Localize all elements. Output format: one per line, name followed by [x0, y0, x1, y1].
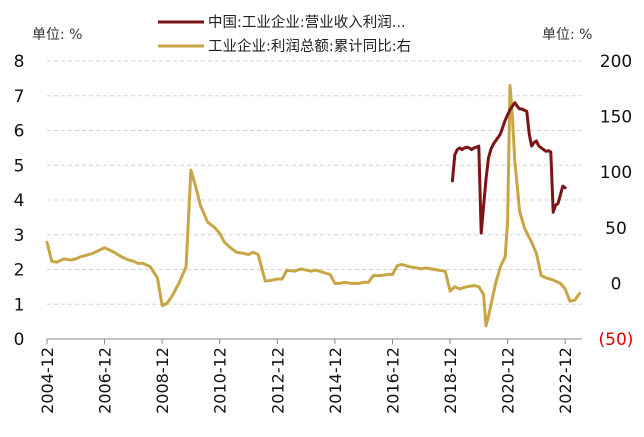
- y-right-tick-label: 0: [611, 274, 622, 294]
- y-right-tick-label: 150: [600, 108, 632, 128]
- legend-label-series-2: 工业企业:利润总额:累计同比:右: [208, 37, 411, 55]
- legend-label-series-1: 中国:工业企业:营业收入利润...: [208, 13, 406, 31]
- y-left-tick-label: 5: [14, 156, 25, 176]
- y-left-tick-label: 0: [14, 330, 25, 350]
- y-left-tick-label: 8: [14, 52, 25, 72]
- right-y-axis: (50) 0 50 100 150 200: [599, 52, 634, 350]
- series-layer: [45, 84, 582, 328]
- x-tick-label: 2018-12: [441, 347, 460, 414]
- x-tick-label: 2008-12: [153, 347, 172, 414]
- y-left-tick-label: 3: [14, 226, 25, 246]
- x-tick-label: 2022-12: [556, 347, 575, 414]
- x-tick-label: 2010-12: [211, 347, 230, 414]
- x-axis: 2004-12 2006-12 2008-12 2010-12 2012-12 2014-…: [38, 339, 575, 414]
- y-right-tick-label: (50): [599, 330, 634, 350]
- x-tick-label: 2014-12: [326, 347, 345, 414]
- x-tick-label: 2012-12: [268, 347, 287, 414]
- y-right-tick-label: 50: [605, 219, 627, 239]
- left-y-axis: 0 1 2 3 4 5 6 7 8: [14, 52, 25, 350]
- y-right-tick-label: 100: [600, 163, 632, 183]
- y-left-tick-label: 6: [14, 122, 25, 142]
- y-left-tick-label: 1: [14, 295, 25, 315]
- y-left-tick-label: 2: [14, 261, 25, 281]
- y-left-tick-label: 4: [14, 191, 25, 211]
- series-line-1: [450, 101, 567, 235]
- x-tick-label: 2016-12: [383, 347, 402, 414]
- x-tick-label: 2004-12: [38, 347, 57, 414]
- grid-lines: [47, 60, 582, 305]
- right-unit-label: 单位: %: [542, 27, 592, 43]
- series-line-2: [45, 84, 582, 328]
- x-tick-label: 2020-12: [499, 347, 518, 414]
- y-left-tick-label: 7: [14, 87, 25, 107]
- y-right-tick-label: 200: [600, 52, 632, 72]
- legend: 中国:工业企业:营业收入利润... 工业企业:利润总额:累计同比:右: [158, 13, 411, 55]
- left-unit-label: 单位: %: [32, 27, 82, 43]
- x-tick-label: 2006-12: [96, 347, 115, 414]
